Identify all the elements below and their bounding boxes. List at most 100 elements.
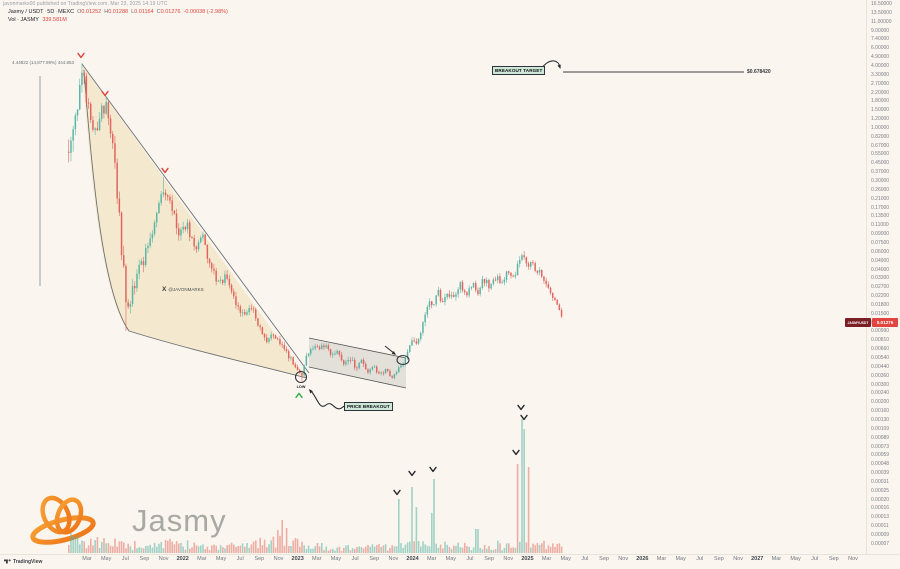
price-axis-label: 0.17000 (871, 204, 890, 211)
candlestick-series (68, 63, 563, 382)
price-axis-label: 0.03300 (871, 275, 890, 282)
time-axis-month-label: May (100, 556, 112, 562)
time-axis-month-label: Mar (541, 556, 552, 562)
price-axis-label: 0.00440 (871, 363, 890, 370)
high-value: 0.01288 (108, 9, 129, 15)
price-axis-label: 0.00360 (871, 372, 890, 379)
price-axis-label: 11.00000 (871, 18, 892, 25)
x-logo-icon: X (162, 286, 167, 293)
highlight-circle[interactable] (396, 354, 410, 366)
channel-drawing (308, 337, 407, 389)
x-handle-text: @JAVONMARKS (168, 287, 204, 292)
symbol-ohlc-bar[interactable]: Jasmy / USDT·5D·MEXC O0.01252 H0.01288 L0.0… (8, 9, 228, 15)
time-axis-month-label: Mar (426, 556, 437, 562)
time-axis-month-label: Jul (121, 556, 129, 562)
price-axis-label: 7.40000 (871, 36, 890, 43)
time-axis-month-label: Nov (848, 556, 858, 562)
price-axis-label: 6.00000 (871, 45, 890, 52)
price-axis-label: 0.00160 (871, 408, 890, 415)
price-axis-label: 0.13500 (871, 213, 890, 220)
chart-marks (77, 52, 528, 496)
interval[interactable]: 5D (47, 9, 55, 15)
price-axis-label: 0.00011 (871, 523, 889, 530)
time-axis[interactable]: Mar May Jul Sep Nov 2022 Mar May Jul Sep Nov 2023 Ma… (0, 554, 900, 569)
price-axis-label: 0.00059 (871, 452, 890, 459)
close-value: 0.01276 (160, 9, 181, 15)
price-axis-label: 0.00020 (871, 496, 890, 503)
symbol-price-tag: JASMYUSDT (845, 318, 871, 327)
price-axis-label: 0.11000 (871, 222, 889, 229)
time-axis-month-label: Mar (771, 556, 782, 562)
price-axis-label: 0.00540 (871, 355, 890, 361)
price-axis-label: 9.00000 (871, 27, 890, 34)
low-value: 0.01164 (134, 9, 154, 15)
time-axis-divider (0, 554, 900, 555)
price-axis-label: 0.07500 (871, 239, 890, 246)
falling-wedge-drawing (81, 63, 310, 379)
price-axis-label: 0.67000 (871, 142, 890, 149)
price-axis-label: 0.00007 (871, 540, 890, 547)
price-axis-divider (866, 0, 867, 554)
price-axis-label: 1.00000 (871, 124, 890, 131)
price-axis-label: 0.00990 (871, 328, 890, 335)
price-axis-label: 0.30000 (871, 178, 890, 184)
time-axis-month-label: May (330, 556, 342, 562)
price-axis-label: 2.20000 (871, 89, 890, 96)
time-axis-month-label: May (675, 556, 686, 562)
last-price-tag: 0.01276 (872, 318, 898, 327)
price-axis-label: 0.00109 (871, 425, 890, 432)
time-axis-year-label: 2023 (291, 556, 304, 562)
tradingview-text: TradingView (13, 558, 43, 565)
symbol-name[interactable]: Jasmy / USDT (8, 9, 44, 15)
price-axis-label: 0.55000 (871, 151, 890, 158)
volume-value: 339.581M (42, 16, 67, 23)
volume-label: Vol · JASMY (8, 16, 39, 23)
price-axis[interactable]: 16.50000 13.50000 11.00000 9.00000 7.40000 6.… (866, 0, 900, 554)
time-axis-month-label: May (445, 556, 457, 562)
time-axis-month-label: Sep (254, 556, 265, 562)
price-axis-label: 0.01800 (871, 301, 890, 308)
time-axis-month-label: Mar (82, 556, 92, 562)
price-axis-label: 2.70000 (871, 80, 890, 87)
price-axis-label: 0.00810 (871, 337, 890, 344)
time-axis-month-label: Sep (828, 556, 839, 562)
time-axis-month-label: Jul (811, 556, 819, 562)
price-axis-label: 4.00000 (871, 62, 890, 69)
time-axis-month-label: Mar (197, 556, 207, 562)
price-range-measure-label[interactable]: 4.44822 (14,877.99%) 444.853 (12, 60, 75, 65)
time-axis-month-label: Mar (656, 556, 667, 562)
price-axis-label: 3.30000 (871, 71, 890, 78)
highlight-circle[interactable] (294, 370, 308, 384)
time-axis-month-label: Sep (599, 556, 609, 562)
time-axis-month-label: Nov (158, 556, 169, 562)
price-axis-label: 0.09000 (871, 231, 890, 238)
jasmy-watermark-text: Jasmy (132, 503, 227, 538)
time-axis-month-label: Nov (733, 556, 743, 562)
price-axis-label: 0.02200 (871, 293, 890, 300)
breakout-target-price: $0.678420 (747, 68, 771, 75)
price-axis-label: 13.50000 (871, 9, 892, 16)
time-axis-year-label: 2024 (406, 556, 419, 562)
time-axis-month-label: Nov (388, 556, 399, 562)
exchange: MEXC (58, 9, 75, 15)
jasmy-logo-icon (30, 495, 96, 545)
time-axis-month-label: Jul (696, 556, 704, 562)
time-axis-month-label: May (215, 556, 227, 562)
price-axis-label: 0.21000 (871, 195, 890, 202)
tradingview-attribution[interactable]: TradingView (4, 558, 42, 565)
time-axis-month-label: Jul (236, 556, 244, 562)
price-axis-label: 0.02700 (871, 284, 890, 291)
time-axis-year-label: 2026 (636, 556, 649, 562)
volume-indicator-row[interactable]: Vol · JASMY 339.581M (8, 17, 67, 23)
price-axis-label: 0.00031 (871, 478, 890, 485)
breakout-target-label[interactable]: BREAKOUT TARGET (492, 66, 546, 75)
time-axis-month-label: Nov (273, 556, 284, 562)
volume-series (68, 419, 563, 553)
low-annotation: LOW (296, 385, 306, 389)
time-axis-month-label: Jul (466, 556, 474, 562)
price-breakout-label[interactable]: PRICE BREAKOUT (344, 402, 393, 411)
price-axis-label: 16.50000 (871, 1, 892, 7)
published-info: javonmarks00 published on TradingView.co… (3, 1, 168, 7)
time-axis-month-label: Sep (484, 556, 495, 562)
